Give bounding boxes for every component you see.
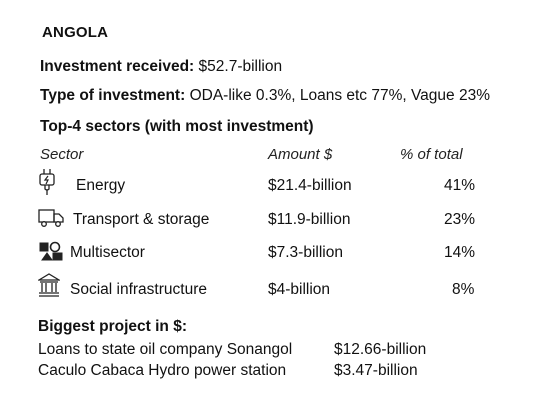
sector-name-transport: Transport & storage bbox=[73, 211, 210, 228]
sector-amount-social: $4-billion bbox=[268, 281, 331, 298]
project-name: Loans to state oil company Sonangol bbox=[38, 341, 293, 358]
truck-icon bbox=[38, 208, 64, 228]
column-header-sector: Sector bbox=[40, 146, 84, 163]
column-header-amount: Amount $ bbox=[268, 146, 333, 163]
project-value: $12.66-billion bbox=[334, 341, 427, 358]
sector-amount-multisector: $7.3-billion bbox=[268, 244, 343, 261]
biggest-title: Biggest project in $: bbox=[38, 318, 187, 335]
institution-building-icon bbox=[38, 273, 60, 297]
sector-name-multisector: Multisector bbox=[70, 244, 145, 261]
country-title: ANGOLA bbox=[42, 24, 109, 41]
investment-label: Investment received: bbox=[40, 58, 195, 75]
project-value: $3.47-billion bbox=[334, 362, 418, 379]
sector-pct-social: 8% bbox=[452, 281, 475, 298]
sectors-title: Top-4 sectors (with most investment) bbox=[40, 118, 314, 135]
investment-line: Investment received: $52.7-billion bbox=[40, 58, 282, 76]
sector-name-social: Social infrastructure bbox=[70, 281, 207, 298]
type-value: ODA-like 0.3%, Loans etc 77%, Vague 23% bbox=[189, 87, 490, 104]
multisector-icon bbox=[39, 241, 63, 263]
column-header-pct: % of total bbox=[400, 146, 463, 163]
plug-lightning-icon bbox=[38, 168, 56, 196]
sector-pct-energy: 41% bbox=[444, 177, 476, 194]
sector-amount-energy: $21.4-billion bbox=[268, 177, 352, 194]
project-name: Caculo Cabaca Hydro power station bbox=[38, 362, 287, 379]
sector-pct-transport: 23% bbox=[444, 211, 476, 228]
type-label: Type of investment: bbox=[40, 87, 186, 104]
sector-amount-transport: $11.9-billion bbox=[268, 211, 351, 228]
type-line: Type of investment: ODA-like 0.3%, Loans… bbox=[40, 87, 490, 105]
investment-value: $52.7-billion bbox=[198, 58, 283, 75]
sector-pct-multisector: 14% bbox=[444, 244, 476, 261]
sector-name-energy: Energy bbox=[76, 177, 126, 194]
